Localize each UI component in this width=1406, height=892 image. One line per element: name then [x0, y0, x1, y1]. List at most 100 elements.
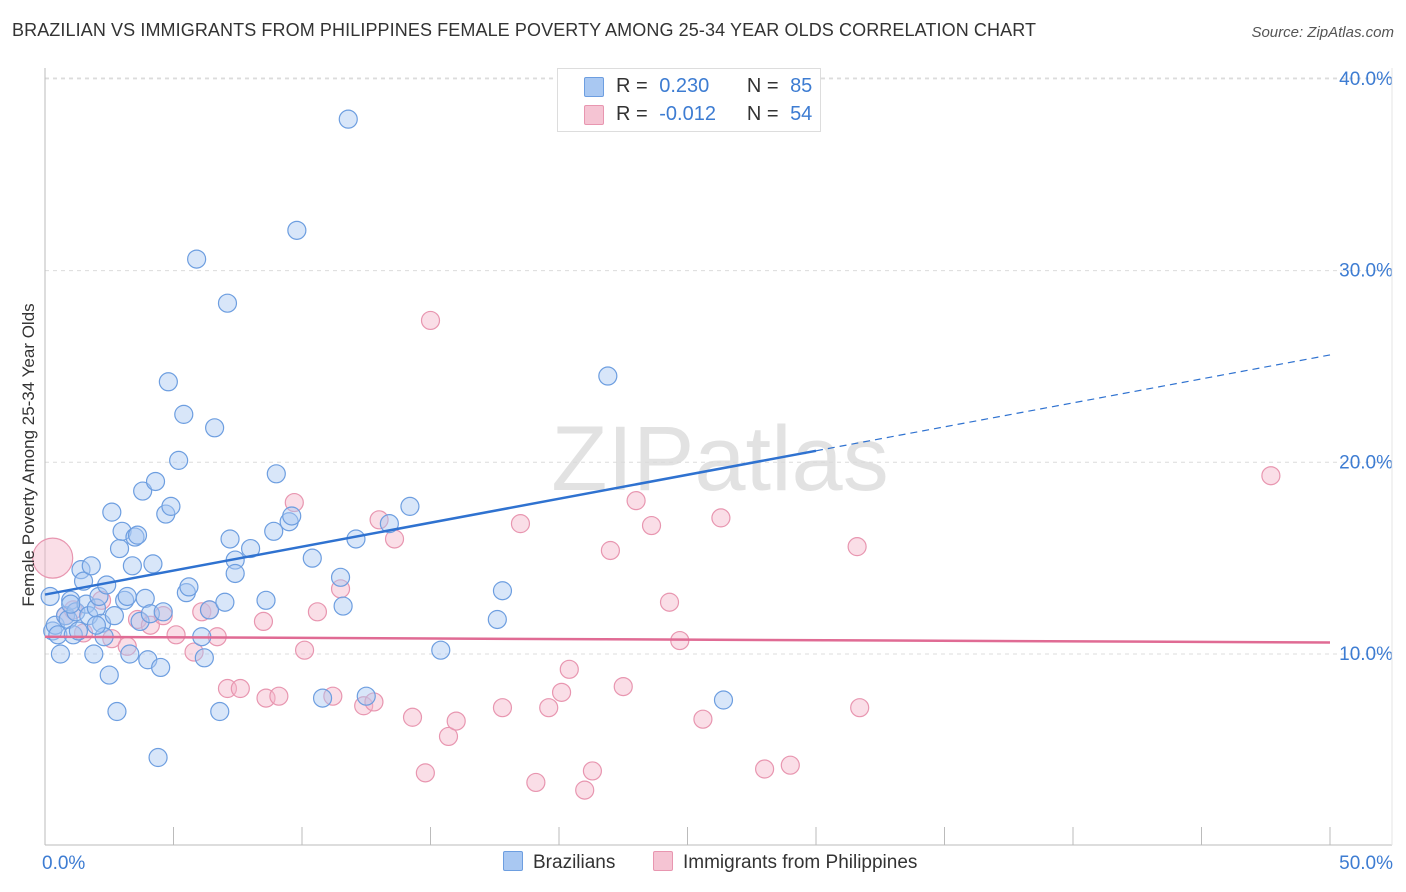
point-philippines: [402, 707, 423, 727]
point-philippines: [369, 510, 389, 530]
bottom-legend-philippines: Immigrants from Philippines: [653, 851, 917, 874]
data-points: [32, 109, 1281, 800]
point-brazilians: [104, 606, 124, 626]
legend-r-label: R =: [616, 75, 648, 97]
trend-lines: [44, 354, 1331, 644]
point-brazilians: [143, 554, 163, 574]
point-brazilians: [120, 644, 140, 664]
bottom-legend-brazilians: Brazilians: [503, 851, 615, 874]
y-tick-label: 40.0%: [1339, 69, 1393, 90]
point-brazilians: [99, 665, 119, 685]
point-brazilians: [117, 586, 137, 607]
point-philippines: [559, 659, 579, 679]
point-brazilians: [266, 464, 286, 484]
point-brazilians: [135, 588, 155, 609]
point-brazilians: [256, 590, 276, 610]
legend-r-value: 0.230: [659, 75, 710, 97]
point-brazilians: [133, 481, 153, 501]
point-brazilians: [169, 450, 189, 470]
point-brazilians: [379, 514, 399, 534]
point-philippines: [230, 678, 250, 699]
chart-title: BRAZILIAN VS IMMIGRANTS FROM PHILIPPINES…: [12, 20, 1037, 40]
point-brazilians: [86, 615, 107, 635]
point-philippines: [539, 698, 559, 718]
point-brazilians: [333, 596, 353, 616]
point-brazilians: [158, 372, 178, 392]
point-philippines: [510, 514, 531, 534]
point-philippines: [1261, 466, 1281, 486]
point-brazilians: [282, 506, 302, 526]
legend-n-label: N =: [746, 103, 779, 125]
point-philippines: [526, 772, 546, 793]
point-philippines: [269, 686, 289, 706]
point-brazilians: [102, 502, 122, 522]
point-philippines: [294, 640, 315, 660]
point-brazilians: [338, 109, 358, 129]
point-brazilians: [153, 602, 173, 622]
gridlines: [45, 77, 1392, 655]
trend-line-philippines: [44, 635, 1331, 644]
x-tick-label: 0.0%: [42, 853, 85, 874]
point-philippines: [693, 709, 713, 729]
point-philippines: [438, 726, 459, 747]
source-label: Source: ZipAtlas.com: [1251, 24, 1394, 41]
point-brazilians: [241, 538, 261, 559]
point-brazilians: [161, 496, 181, 516]
point-philippines: [582, 761, 603, 781]
point-philippines: [446, 711, 466, 731]
point-philippines: [850, 698, 870, 718]
y-axis-label: Female Poverty Among 25-34 Year Olds: [19, 303, 38, 606]
point-brazilians: [225, 563, 245, 584]
legend-swatch-pink: [584, 105, 604, 125]
point-brazilians: [84, 644, 104, 664]
point-brazilians: [194, 648, 214, 668]
point-brazilians: [81, 556, 101, 576]
point-brazilians: [48, 625, 68, 645]
point-brazilians: [148, 747, 168, 768]
point-brazilians: [199, 600, 220, 620]
legend-swatch-blue: [584, 77, 604, 97]
y-tick-label: 30.0%: [1339, 261, 1393, 282]
point-brazilians: [431, 640, 451, 660]
legend-n-label: N =: [746, 75, 779, 97]
point-philippines: [364, 692, 384, 712]
point-philippines: [307, 602, 328, 622]
point-philippines: [166, 625, 186, 645]
point-philippines: [253, 611, 274, 632]
point-brazilians: [217, 293, 238, 313]
point-brazilians: [713, 690, 734, 710]
y-tick-label: 10.0%: [1339, 644, 1393, 665]
point-philippines: [575, 780, 595, 800]
point-brazilians: [68, 621, 89, 641]
point-brazilians: [174, 404, 194, 424]
point-philippines: [754, 759, 775, 779]
legend-r-value: -0.012: [659, 103, 716, 125]
bottom-legend-swatch-blue: [503, 851, 523, 871]
point-brazilians: [109, 538, 130, 559]
point-brazilians: [187, 249, 207, 269]
point-philippines: [600, 540, 621, 561]
point-philippines: [492, 698, 513, 718]
point-philippines: [847, 537, 867, 557]
point-philippines: [420, 310, 441, 331]
point-philippines: [641, 515, 662, 536]
legend-n-value: 54: [790, 103, 813, 125]
point-brazilians: [312, 688, 333, 708]
y-tick-label: 20.0%: [1339, 452, 1393, 473]
point-philippines: [32, 537, 74, 579]
point-philippines: [659, 592, 680, 612]
point-brazilians: [50, 644, 71, 664]
point-brazilians: [264, 521, 284, 541]
point-philippines: [780, 755, 800, 775]
point-philippines: [711, 508, 731, 528]
bottom-legend-swatch-pink: [653, 851, 673, 871]
bottom-legend-label: Brazilians: [533, 852, 616, 873]
watermark: ZIPatlas: [551, 408, 888, 510]
legend-n-value: 85: [790, 75, 813, 97]
point-brazilians: [287, 220, 307, 240]
point-philippines: [140, 615, 160, 635]
point-brazilians: [89, 586, 109, 607]
point-brazilians: [205, 418, 225, 438]
point-brazilians: [122, 556, 142, 576]
